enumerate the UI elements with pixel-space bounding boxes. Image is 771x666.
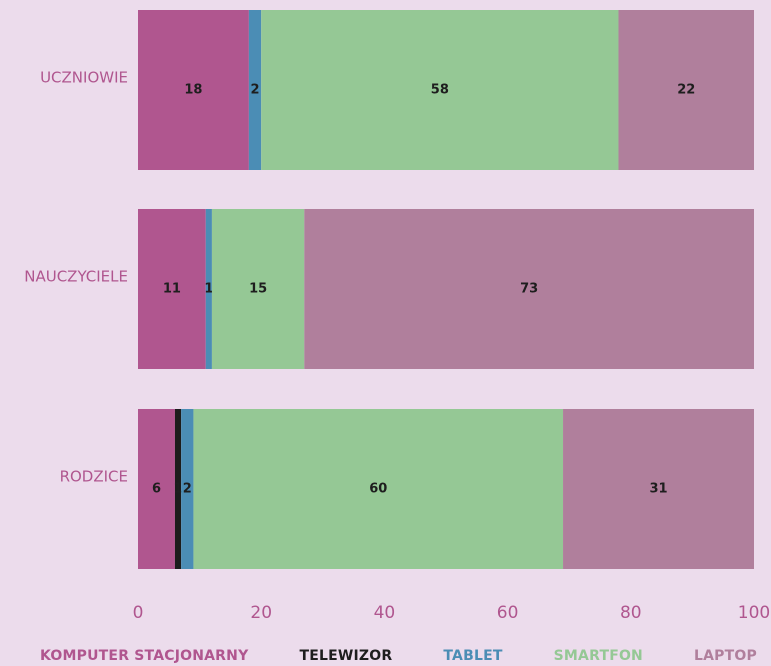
- chart-legend: KOMPUTER STACJONARNY TELEWIZOR TABLET SMART…: [0, 646, 771, 666]
- bar-segment: [193, 409, 564, 569]
- legend-item: SMARTFON: [553, 648, 643, 664]
- bar-segment: [248, 10, 262, 170]
- data-label: 58: [431, 83, 449, 98]
- bar-segment: [205, 209, 212, 369]
- data-label: 73: [520, 282, 538, 297]
- data-label: 22: [677, 83, 695, 98]
- data-label: 60: [369, 482, 387, 497]
- bar-segment: [211, 209, 305, 369]
- x-tick-label: 40: [374, 603, 396, 620]
- data-label: 2: [183, 482, 192, 497]
- data-label: 6: [152, 482, 161, 497]
- bar-segment: [563, 409, 754, 569]
- data-label: 1: [174, 482, 183, 497]
- bar-segment: [304, 209, 754, 369]
- data-label: 31: [649, 482, 667, 497]
- category-label: UCZNIOWIE: [40, 69, 128, 87]
- x-tick-label: 0: [133, 603, 144, 620]
- legend-item: TELEWIZOR: [299, 648, 393, 664]
- data-label: 1: [204, 282, 213, 297]
- legend-item: KOMPUTER STACJONARNY: [40, 648, 249, 664]
- legend-item: TABLET: [443, 648, 503, 664]
- data-label: 15: [249, 282, 267, 297]
- x-tick-label: 100: [738, 603, 770, 620]
- x-tick-label: 80: [620, 603, 642, 620]
- bar-segment: [618, 10, 754, 170]
- category-label: RODZICE: [60, 468, 128, 486]
- bar-segment: [138, 10, 249, 170]
- bar-segment: [138, 409, 175, 569]
- bar-segment: [181, 409, 194, 569]
- bar-segment: [174, 409, 182, 569]
- category-label: NAUCZYCIELE: [24, 268, 128, 286]
- x-tick-label: 20: [250, 603, 272, 620]
- bar-segment: [138, 209, 206, 369]
- x-tick-label: 60: [497, 603, 519, 620]
- bar-segment: [261, 10, 619, 170]
- legend-item: LAPTOP: [694, 648, 757, 664]
- data-label: 18: [184, 83, 202, 98]
- data-label: 2: [251, 83, 260, 98]
- data-label: 11: [163, 282, 181, 297]
